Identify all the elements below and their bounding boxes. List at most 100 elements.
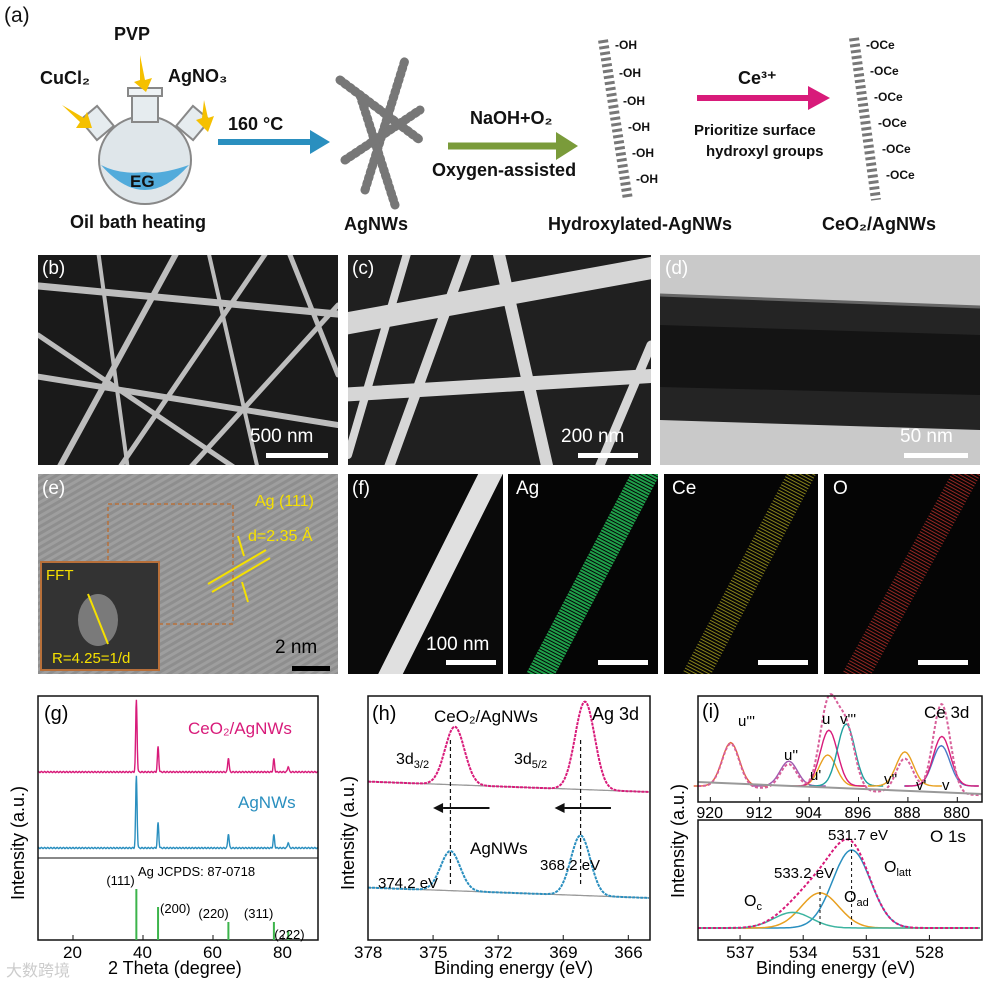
legend-agnws: AgNWs	[238, 793, 296, 812]
o1s-component	[698, 911, 980, 929]
d-spacing-label: d=2.35 Å	[248, 528, 313, 545]
series-line-0	[368, 700, 649, 793]
label-oc: Oc	[744, 893, 762, 913]
x-tick-label: 896	[845, 805, 872, 822]
x-tick-label: 372	[484, 943, 512, 962]
oh-group: -OH	[615, 38, 637, 52]
peak-label-ce: v	[942, 777, 950, 794]
x-tick-label: 880	[943, 805, 970, 822]
peak-label-ce: v'''	[840, 711, 856, 728]
scale-bar-label: 200 nm	[561, 426, 625, 447]
oce-group: -OCe	[882, 142, 911, 156]
jcpds-label: Ag JCPDS: 87-0718	[138, 864, 255, 879]
x-tick-label: 537	[726, 943, 754, 962]
o1s-envelope	[698, 838, 980, 929]
component-peak	[867, 751, 942, 787]
panel-a-label: (a)	[4, 4, 30, 27]
series-line-1	[368, 834, 649, 899]
step3-reagent: Ce³⁺	[738, 68, 777, 88]
annotation-368: 368.2 eV	[540, 857, 600, 874]
scale-bar-label: 100 nm	[426, 634, 490, 655]
scale-bar	[578, 453, 638, 458]
scale-bar-label: 500 nm	[250, 426, 314, 447]
panel-g-label: (g)	[44, 703, 68, 725]
x-tick-label: 888	[894, 805, 921, 822]
solvent-eg: EG	[130, 172, 155, 191]
x-tick-label: 80	[273, 943, 292, 962]
component-peak	[809, 723, 884, 787]
x-tick-label: 366	[614, 943, 642, 962]
peak-label-ce: v''	[884, 771, 897, 788]
lattice-plane-label: Ag (111)	[255, 493, 314, 510]
scale-bar-label: 50 nm	[900, 426, 953, 447]
oh-group: -OH	[628, 120, 650, 134]
component-peak	[791, 729, 866, 787]
panel-b-label: (b)	[42, 258, 66, 279]
legend-ceo2: CeO₂/AgNWs	[188, 719, 292, 738]
chart-o1s-title: O 1s	[930, 827, 966, 846]
reagent-pvp: PVP	[114, 24, 151, 44]
scale-bar	[904, 453, 968, 458]
product-ceo2-agnws: CeO₂/AgNWs	[822, 214, 937, 234]
scale-bar	[292, 666, 330, 671]
x-tick-label: 920	[696, 805, 723, 822]
flask-icon	[78, 87, 212, 205]
haadf-image	[348, 474, 503, 674]
reference-peak-label: (200)	[160, 901, 190, 916]
x-axis-title: 2 Theta (degree)	[108, 958, 242, 978]
reference-peak-label: (222)	[274, 927, 304, 942]
reference-peak-label: (111)	[106, 873, 134, 888]
scale-bar	[598, 660, 648, 665]
gold-arrow-1	[134, 55, 152, 92]
label-oad: Oad	[844, 889, 869, 909]
peak-label-3d32: 3d3/2	[396, 751, 429, 771]
y-axis-title: Intensity (a.u.)	[338, 776, 358, 890]
scale-bar	[446, 660, 496, 665]
panel-e-label: (e)	[42, 478, 66, 499]
x-tick-label: 40	[133, 943, 152, 962]
x-axis-title: Binding energy (eV)	[434, 958, 593, 978]
sem-image-c	[348, 255, 651, 465]
panel-a-scheme	[62, 37, 881, 210]
tem-image-d	[660, 255, 980, 465]
product-hydroxylated: Hydroxylated-AgNWs	[548, 214, 733, 234]
scale-bar-label: 2 nm	[275, 637, 318, 658]
oce-group: -OCe	[878, 116, 907, 130]
peak-label-ce: v'	[916, 777, 927, 794]
o1s-component	[698, 892, 980, 929]
eds-map-ag	[508, 474, 658, 674]
watermark: 大数跨境	[6, 961, 71, 980]
hrtem-image-e	[38, 474, 338, 674]
reference-peak-label: (311)	[244, 906, 273, 921]
scale-bar	[266, 453, 328, 458]
chart-g-xrd: (g) CeO₂/AgNWs AgNWs Ag JCPDS: 87-0718 (…	[8, 695, 319, 978]
series-ceo2-label: CeO₂/AgNWs	[434, 707, 538, 726]
x-tick-label: 378	[354, 943, 382, 962]
x-axis-title: Binding energy (eV)	[756, 958, 915, 978]
x-tick-label: 375	[419, 943, 447, 962]
oh-group: -OH	[623, 94, 645, 108]
scale-bar	[918, 660, 968, 665]
oce-group: -OCe	[870, 64, 899, 78]
reference-peak-label: (220)	[198, 906, 228, 921]
x-tick-label: 912	[746, 805, 773, 822]
peak-label-ce: u	[822, 711, 830, 728]
x-tick-label: 528	[915, 943, 943, 962]
x-tick-label: 531	[852, 943, 880, 962]
scale-bar	[758, 660, 808, 665]
hydroxylated-wire	[598, 39, 633, 201]
panel-c-label: (c)	[352, 258, 375, 279]
fft-radius-label: R=4.25=1/d	[52, 650, 131, 667]
peak-label-3d52: 3d5/2	[514, 751, 547, 771]
chart-h-ag3d: (h) Ag 3d CeO₂/AgNWs 3d3/2 3d5/2 AgNWs 3…	[338, 695, 651, 978]
x-tick-label: 369	[549, 943, 577, 962]
oce-group: -OCe	[886, 168, 915, 182]
step1-temp: 160 °C	[228, 114, 284, 134]
series-line-1	[37, 775, 319, 850]
oce-group: -OCe	[874, 90, 903, 104]
oce-group: -OCe	[866, 38, 895, 52]
peak-label-ce: u'	[810, 767, 821, 784]
shift-arrow-head	[433, 803, 444, 813]
label-olatt: Olatt	[884, 859, 911, 879]
